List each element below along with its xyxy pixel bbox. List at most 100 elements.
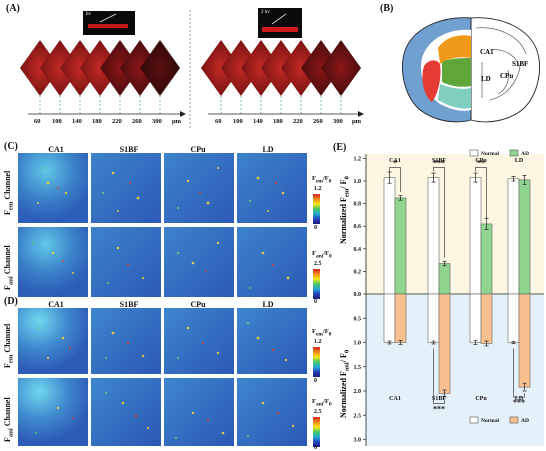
panel-a-figure (20, 8, 364, 130)
y-tick-label-top: 0.0 (354, 292, 362, 298)
y-tick-label-bottom: 0.5 (354, 316, 362, 322)
bar-top-normal (383, 177, 396, 295)
bar-bottom-ad (518, 293, 531, 388)
colorbar-min-d-em: 0 (314, 378, 317, 384)
col-header-d-ca1: CA1 (48, 300, 64, 309)
category-label-bottom: LD (515, 396, 524, 402)
tick-right-60: 60 (215, 118, 222, 125)
inset-label-2hv: 2 hv (261, 10, 270, 15)
legend-normal-bottom (469, 416, 479, 424)
category-label-bottom: S1BF (432, 396, 446, 402)
bar-bottom-ad (438, 293, 451, 394)
y-tick-label-bottom: 2.0 (354, 389, 362, 395)
colorbar-max-d-ani: 2.5 (314, 409, 322, 415)
col-header-d-ld: LD (262, 300, 274, 309)
colorbar-min-c-ani: 0 (314, 299, 317, 305)
legend-label-ad-top: AD (521, 151, 529, 157)
micrograph-grid-d (18, 308, 307, 446)
region-ld (442, 58, 471, 87)
colorbar-label-d-ani: Fani/F0 (312, 398, 332, 408)
bar-chart-e: 1.2 1.0 0.8 0.6 0.4 0.2 0.0 0.5 1.0 1.5 2.0 2.5 3.0 C… (354, 149, 544, 446)
bar-top-ad (480, 223, 493, 295)
legend-normal-top (469, 149, 479, 157)
legend-ad-top (509, 149, 519, 157)
region-ca1 (422, 60, 441, 102)
bar-top-ad (394, 197, 407, 295)
category-label-bottom: CPu (475, 396, 487, 402)
bar-bottom-normal (383, 293, 396, 343)
significance-bracket-bottom (513, 348, 525, 398)
legend-label-ad-bottom: AD (521, 418, 529, 424)
col-header-d-s1bf: S1BF (119, 300, 139, 309)
legend-ad-bottom (509, 416, 519, 424)
category-label-top: S1BF (432, 158, 446, 164)
unit-right: μm (352, 118, 362, 125)
region-label-ca1: CA1 (480, 48, 494, 56)
ylabel-bottom: Normalized Fani/ F0 (339, 349, 351, 418)
colorbar-min-d-ani: 0 (314, 445, 317, 451)
y-tick-label-bottom: 1.0 (354, 341, 362, 347)
tick-left-300: 300 (152, 118, 162, 125)
tick-right-220: 220 (293, 118, 303, 125)
col-header-c-ld: LD (262, 145, 274, 154)
inset-2hv (258, 8, 302, 38)
panel-label-d: (D) (4, 296, 18, 307)
significance-bracket-top (389, 167, 401, 192)
col-header-d-cpu: CPu (190, 300, 206, 309)
channel-label-d-ani: Fani Channel (3, 397, 15, 442)
tick-left-180: 180 (92, 118, 102, 125)
significance-top: * (393, 159, 397, 168)
category-label-top: CPu (475, 158, 487, 164)
colorbar-max-c-em: 1.2 (314, 186, 322, 192)
y-tick-label-bottom: 3.0 (354, 438, 362, 444)
bar-bottom-normal (427, 293, 440, 343)
channel-label-c-ani: Fani Channel (3, 245, 15, 290)
bar-top-normal (469, 177, 482, 295)
tick-right-260: 260 (313, 118, 323, 125)
bar-top-ad (438, 263, 451, 295)
bar-top-normal (427, 177, 440, 295)
tick-right-140: 140 (253, 118, 263, 125)
bar-bottom-ad (394, 293, 407, 343)
significance-bracket-bottom (433, 348, 445, 404)
brain-section-diagram (402, 17, 540, 123)
inset-label-hv: hv (86, 12, 91, 17)
channel-label-c-em: Fem Channel (3, 170, 15, 215)
y-tick-label-top: 0.4 (354, 247, 362, 253)
tick-left-60: 60 (34, 118, 41, 125)
panel-label-a: (A) (6, 3, 20, 14)
panel-label-b: (B) (380, 3, 394, 14)
ylabel-top: Normalized Fem/ F0 (339, 176, 351, 244)
region-label-cpu: CPu (500, 72, 514, 80)
channel-label-d-em: Fem Channel (3, 323, 15, 368)
significance-bracket-top (475, 167, 487, 218)
panel-label-e: (E) (333, 142, 347, 153)
col-header-c-cpu: CPu (190, 145, 206, 154)
y-tick-label-top: 1.2 (354, 156, 362, 162)
tick-right-180: 180 (273, 118, 283, 125)
bar-bottom-normal (469, 293, 482, 343)
col-header-c-ca1: CA1 (48, 145, 64, 154)
tick-left-260: 260 (132, 118, 142, 125)
y-tick-label-top: 0.8 (354, 202, 362, 208)
significance-top: *** (433, 159, 445, 168)
region-label-ld: LD (481, 75, 491, 83)
region-s1bf (438, 35, 471, 64)
diamond-row-left (20, 40, 180, 96)
y-tick-label-bottom: 1.5 (354, 365, 362, 371)
colorbar-d-em (313, 347, 320, 377)
colorbar-max-d-em: 1.2 (314, 339, 322, 345)
tick-left-220: 220 (112, 118, 122, 125)
colorbar-min-c-em: 0 (314, 225, 317, 231)
tick-right-300: 300 (333, 118, 343, 125)
significance-bracket-top (433, 167, 445, 258)
tick-left-140: 140 (72, 118, 82, 125)
colorbar-label-c-em: Fem/F0 (312, 175, 332, 185)
colorbar-label-d-em: Fem/F0 (312, 328, 332, 338)
col-header-c-s1bf: S1BF (119, 145, 139, 154)
panel-label-c: (C) (4, 141, 18, 152)
category-label-bottom: CA1 (389, 396, 401, 402)
bar-bottom-normal (507, 293, 520, 343)
legend-label-normal-bottom: Normal (481, 418, 499, 424)
region-label-s1bf: S1BF (512, 60, 529, 68)
